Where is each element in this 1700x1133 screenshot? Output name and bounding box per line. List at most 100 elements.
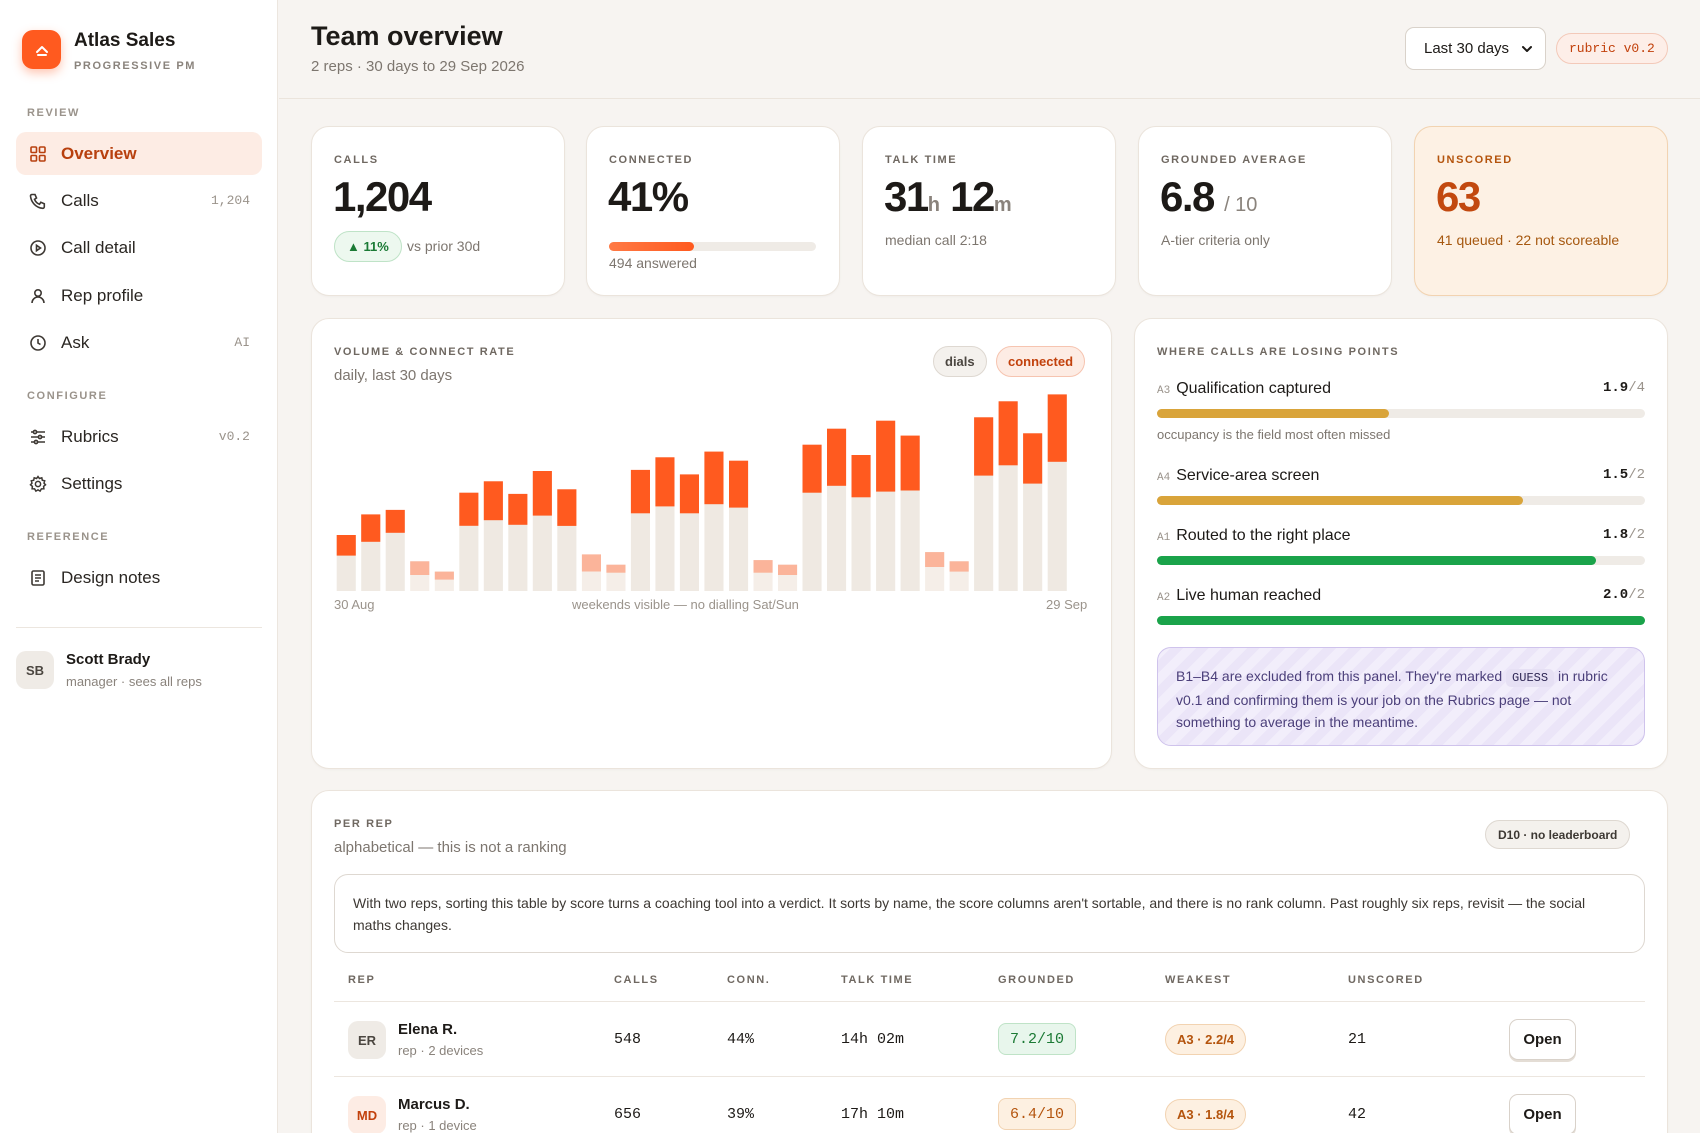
connected-bar	[532, 471, 552, 516]
kpi-card-talk-time: TALK TIME 31h 12m median call 2:18	[862, 126, 1116, 296]
connected-bar	[361, 514, 381, 542]
score-value: 1.9	[1602, 380, 1629, 396]
connected-bar	[385, 509, 405, 533]
brand-name: Atlas Sales	[74, 30, 176, 51]
criterion-a2[interactable]: A2 Live human reached 2.0/2	[1157, 587, 1645, 625]
sidebar-item-label: Rubrics	[61, 426, 119, 446]
grounded-score-chip: 7.2/10	[998, 1023, 1077, 1055]
brand: Atlas Sales PROGRESSIVE PM	[22, 30, 196, 72]
legend-dials[interactable]: dials	[933, 346, 987, 377]
hours-unit: h	[927, 194, 940, 216]
open-rep-button[interactable]: Open	[1509, 1094, 1576, 1133]
sidebar-item-overview[interactable]: Overview	[16, 132, 262, 175]
criterion-a4[interactable]: A4 Service-area screen 1.5/2	[1157, 467, 1645, 505]
play-circle-icon	[28, 238, 48, 258]
sidebar-item-call-detail[interactable]: Call detail	[16, 226, 262, 269]
criterion-a3[interactable]: A3 Qualification captured 1.9/4 occupancy…	[1157, 380, 1645, 442]
connected-bar	[483, 481, 503, 521]
connected-bar	[679, 474, 699, 514]
excluded-criteria-note: B1–B4 are excluded from this panel. They…	[1157, 647, 1645, 746]
legend-connected[interactable]: connected	[996, 346, 1086, 377]
kpi-label: UNSCORED	[1437, 154, 1513, 166]
panel-subtitle: alphabetical — this is not a ranking	[334, 839, 567, 856]
brand-subtitle: PROGRESSIVE PM	[74, 60, 197, 72]
section-label-reference: REFERENCE	[27, 531, 110, 543]
per-rep-panel: PER REP alphabetical — this is not a ran…	[311, 790, 1668, 1133]
sidebar-divider	[16, 627, 262, 628]
sidebar-item-label: Design notes	[61, 567, 161, 587]
criterion-code: A2	[1157, 592, 1171, 604]
kpi-card-unscored[interactable]: UNSCORED 63 41 queued · 22 not scoreable	[1414, 126, 1668, 296]
note-text: in rubric v0.1 and confirming them is yo…	[1176, 668, 1608, 730]
sidebar-item-count: 1,204	[210, 193, 250, 208]
criterion-a1[interactable]: A1 Routed to the right place 1.8/2	[1157, 527, 1645, 565]
no-leaderboard-badge: D10 · no leaderboard	[1485, 820, 1631, 849]
x-axis-end-label: 29 Sep	[1046, 597, 1088, 612]
sidebar-item-ask[interactable]: Ask AI	[16, 321, 262, 364]
kpi-note: vs prior 30d	[407, 238, 481, 254]
page-subtitle: 2 reps · 30 days to 29 Sep 2026	[311, 58, 525, 75]
kpi-card-grounded: GROUNDED AVERAGE 6.8 / 10 A-tier criteri…	[1138, 126, 1392, 296]
criterion-name: Routed to the right place	[1176, 527, 1351, 544]
current-user[interactable]: SB Scott Brady manager · sees all reps	[16, 651, 202, 689]
sidebar-item-settings[interactable]: Settings	[16, 462, 262, 505]
criterion-bar-fill	[1157, 556, 1597, 565]
connected-bar	[434, 571, 454, 580]
sidebar-item-design-notes[interactable]: Design notes	[16, 556, 262, 599]
connected-bar	[974, 417, 994, 476]
criterion-bar	[1157, 496, 1645, 505]
cell-conn: 44%	[727, 1031, 755, 1048]
criterion-score: 1.8/2	[1603, 527, 1645, 543]
open-rep-button[interactable]: Open	[1509, 1019, 1576, 1060]
grid-icon	[28, 144, 48, 164]
column-header-grounded: GROUNDED	[998, 974, 1075, 986]
kpi-value: 6.8 / 10	[1160, 173, 1257, 221]
kpi-label: CONNECTED	[609, 154, 694, 166]
connected-bar	[778, 564, 798, 575]
score-value: 1.5	[1602, 467, 1629, 483]
sidebar-item-calls[interactable]: Calls 1,204	[16, 179, 262, 222]
section-label-configure: CONFIGURE	[27, 390, 108, 402]
criterion-code: A1	[1157, 532, 1171, 544]
score-max: /2	[1628, 527, 1645, 543]
score-value: 1.8	[1602, 527, 1629, 543]
connected-bar	[630, 469, 650, 514]
kpi-value: 1,204	[333, 173, 432, 220]
note-text: B1–B4 are excluded from this panel. They…	[1176, 668, 1503, 684]
date-range-select[interactable]: Last 30 days	[1405, 27, 1546, 70]
column-header-calls: CALLS	[614, 974, 659, 986]
criterion-name: Service-area screen	[1176, 467, 1320, 484]
rep-name: Elena R.	[398, 1021, 458, 1038]
sidebar-item-badge: AI	[234, 335, 250, 350]
score-max: /2	[1628, 587, 1645, 603]
talk-hours: 31	[884, 173, 929, 220]
sidebar-item-label: Rep profile	[61, 285, 144, 305]
kpi-card-connected: CONNECTED 41% 494 answered	[586, 126, 840, 296]
date-range-value: Last 30 days	[1424, 40, 1510, 57]
sidebar-item-label: Call detail	[61, 237, 136, 257]
kpi-note: median call 2:18	[885, 232, 987, 248]
score-max: /2	[1628, 467, 1645, 483]
column-header-unscored: UNSCORED	[1348, 974, 1424, 986]
criterion-bar-fill	[1157, 616, 1645, 625]
sidebar-item-label: Overview	[61, 143, 137, 163]
cell-calls: 656	[614, 1106, 642, 1123]
sorting-explanation: With two reps, sorting this table by sco…	[334, 874, 1645, 953]
sidebar-item-rubrics[interactable]: Rubrics v0.2	[16, 415, 262, 458]
column-header-talk-time: TALK TIME	[841, 974, 914, 986]
grounded-denominator: / 10	[1224, 194, 1258, 216]
column-header-rep: REP	[348, 974, 376, 986]
connected-bar	[410, 561, 430, 575]
person-icon	[28, 286, 48, 306]
panel-title: VOLUME & CONNECT RATE	[334, 346, 516, 358]
user-name: Scott Brady	[66, 651, 151, 668]
sidebar-item-rep-profile[interactable]: Rep profile	[16, 274, 262, 317]
kpi-note: 41 queued · 22 not scoreable	[1437, 232, 1620, 248]
cell-unscored: 42	[1348, 1106, 1367, 1123]
rep-meta: rep · 1 device	[398, 1118, 477, 1133]
criterion-code: A3	[1157, 385, 1171, 397]
weakest-criterion-chip: A3 · 2.2/4	[1165, 1024, 1247, 1055]
criterion-bar-fill	[1157, 409, 1389, 418]
guess-code-chip: GUESS	[1506, 669, 1555, 687]
avatar: MD	[348, 1096, 386, 1133]
